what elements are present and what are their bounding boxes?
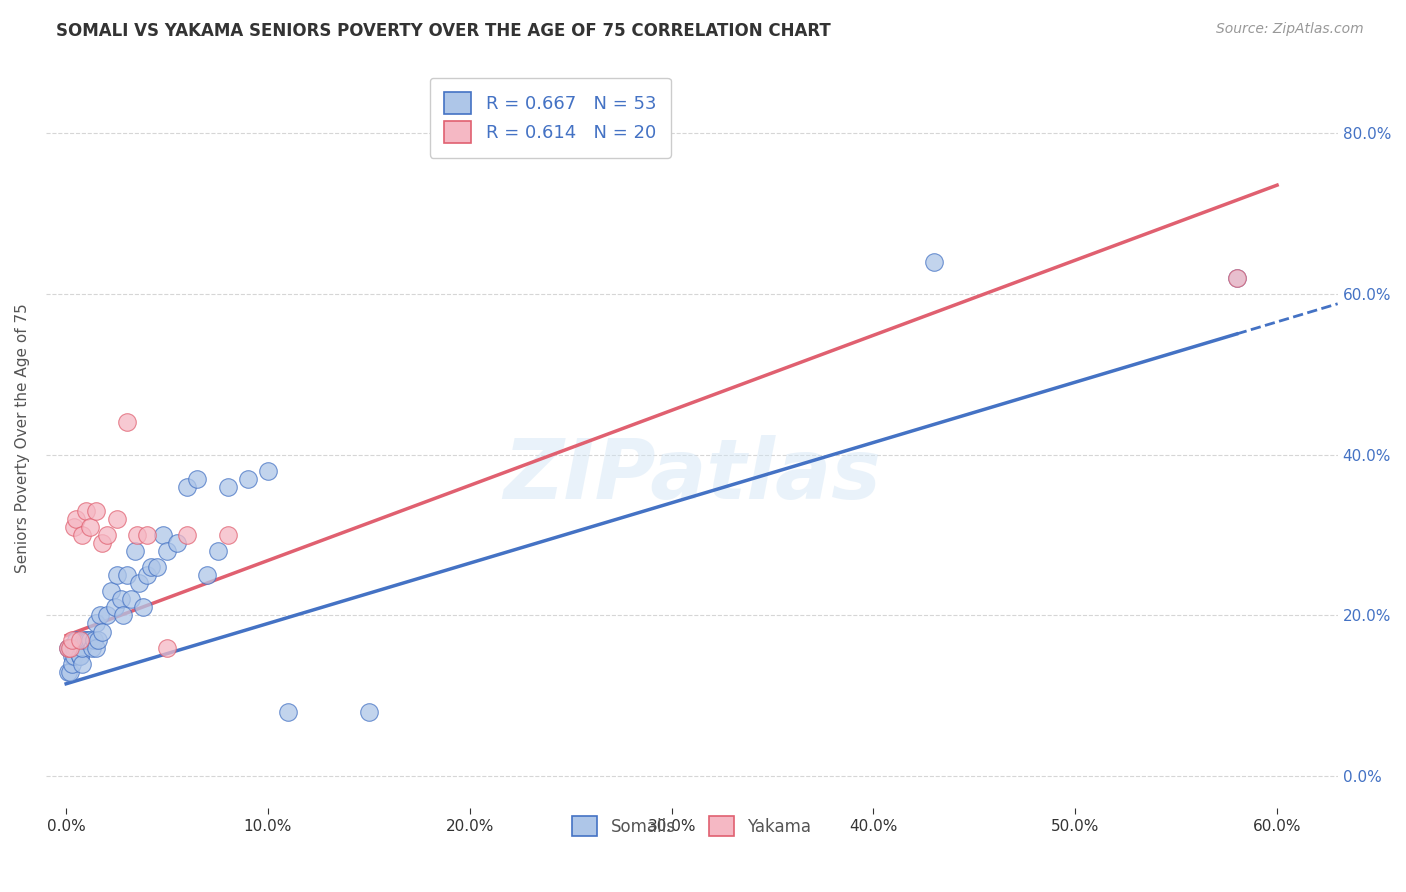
Point	[124, 544, 146, 558]
Point	[60, 657, 83, 671]
Point	[79, 520, 101, 534]
Point	[100, 584, 122, 599]
Point	[72, 528, 94, 542]
Point	[86, 504, 108, 518]
Point	[60, 632, 83, 647]
Point	[65, 640, 87, 655]
Point	[91, 624, 114, 639]
Point	[357, 705, 380, 719]
Point	[139, 560, 162, 574]
Point	[115, 416, 138, 430]
Legend: Somalis, Yakama: Somalis, Yakama	[564, 807, 820, 845]
Point	[197, 568, 219, 582]
Point	[156, 640, 179, 655]
Point	[59, 640, 82, 655]
Point	[79, 632, 101, 647]
Point	[56, 640, 79, 655]
Point	[277, 705, 299, 719]
Point	[86, 640, 108, 655]
Point	[96, 528, 118, 542]
Point	[1226, 270, 1249, 285]
Point	[82, 640, 104, 655]
Y-axis label: Seniors Poverty Over the Age of 75: Seniors Poverty Over the Age of 75	[15, 303, 30, 574]
Point	[75, 632, 97, 647]
Point	[59, 640, 82, 655]
Point	[217, 480, 239, 494]
Point	[72, 657, 94, 671]
Point	[156, 544, 179, 558]
Point	[86, 616, 108, 631]
Point	[72, 640, 94, 655]
Point	[125, 528, 148, 542]
Point	[186, 472, 208, 486]
Point	[65, 632, 87, 647]
Point	[146, 560, 169, 574]
Point	[152, 528, 174, 542]
Text: Source: ZipAtlas.com: Source: ZipAtlas.com	[1216, 22, 1364, 37]
Point	[56, 640, 79, 655]
Point	[120, 592, 142, 607]
Point	[110, 592, 132, 607]
Point	[75, 504, 97, 518]
Point	[115, 568, 138, 582]
Point	[56, 665, 79, 679]
Point	[1226, 270, 1249, 285]
Point	[73, 632, 96, 647]
Point	[69, 648, 91, 663]
Point	[63, 640, 86, 655]
Point	[176, 480, 198, 494]
Point	[132, 600, 155, 615]
Text: ZIPatlas: ZIPatlas	[503, 435, 880, 516]
Point	[59, 665, 82, 679]
Point	[105, 568, 128, 582]
Point	[65, 512, 87, 526]
Point	[257, 464, 280, 478]
Point	[91, 536, 114, 550]
Point	[236, 472, 259, 486]
Point	[135, 568, 157, 582]
Text: SOMALI VS YAKAMA SENIORS POVERTY OVER THE AGE OF 75 CORRELATION CHART: SOMALI VS YAKAMA SENIORS POVERTY OVER TH…	[56, 22, 831, 40]
Point	[128, 576, 150, 591]
Point	[104, 600, 127, 615]
Point	[63, 648, 86, 663]
Point	[166, 536, 188, 550]
Point	[111, 608, 134, 623]
Point	[63, 520, 86, 534]
Point	[89, 608, 111, 623]
Point	[77, 632, 100, 647]
Point	[96, 608, 118, 623]
Point	[105, 512, 128, 526]
Point	[135, 528, 157, 542]
Point	[87, 632, 110, 647]
Point	[207, 544, 229, 558]
Point	[69, 632, 91, 647]
Point	[69, 648, 91, 663]
Point	[83, 632, 105, 647]
Point	[922, 254, 945, 268]
Point	[60, 648, 83, 663]
Point	[176, 528, 198, 542]
Point	[217, 528, 239, 542]
